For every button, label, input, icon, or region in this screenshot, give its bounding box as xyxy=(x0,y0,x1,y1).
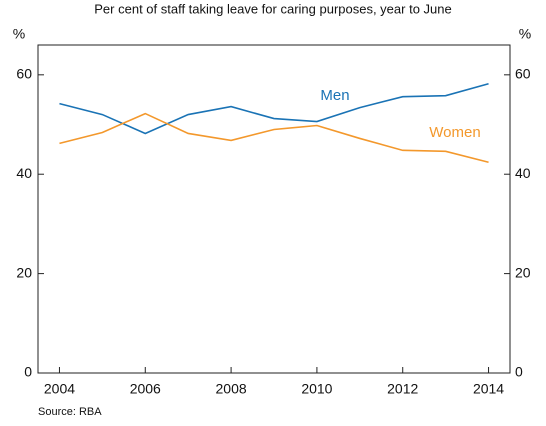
x-tick-label: 2012 xyxy=(387,381,418,397)
series-line xyxy=(59,82,489,135)
source-note: Source: RBA xyxy=(38,406,102,418)
y-axis-unit: % xyxy=(13,26,25,42)
chart-title: Per cent of staff taking leave for carin… xyxy=(94,1,451,16)
y2-tick-label: 0 xyxy=(515,364,523,380)
series-line xyxy=(59,112,489,164)
plot-frame xyxy=(37,44,511,374)
y-tick-label: 40 xyxy=(16,165,32,181)
x-tick-label: 2010 xyxy=(301,381,332,397)
series-label: Women xyxy=(429,124,480,141)
x-tick-label: 2006 xyxy=(130,381,161,397)
y-tick-label: 0 xyxy=(24,364,32,380)
y2-tick-label: 60 xyxy=(515,66,531,82)
x-tick-label: 2014 xyxy=(473,381,504,397)
series-label: Men xyxy=(320,87,349,104)
y2-axis-unit: % xyxy=(519,26,531,42)
y-tick-label: 60 xyxy=(16,66,32,82)
y2-tick-label: 20 xyxy=(515,264,531,280)
y2-tick-label: 40 xyxy=(515,165,531,181)
x-tick-label: 2008 xyxy=(216,381,247,397)
x-tick-label: 2004 xyxy=(44,381,75,397)
y-tick-label: 20 xyxy=(16,264,32,280)
